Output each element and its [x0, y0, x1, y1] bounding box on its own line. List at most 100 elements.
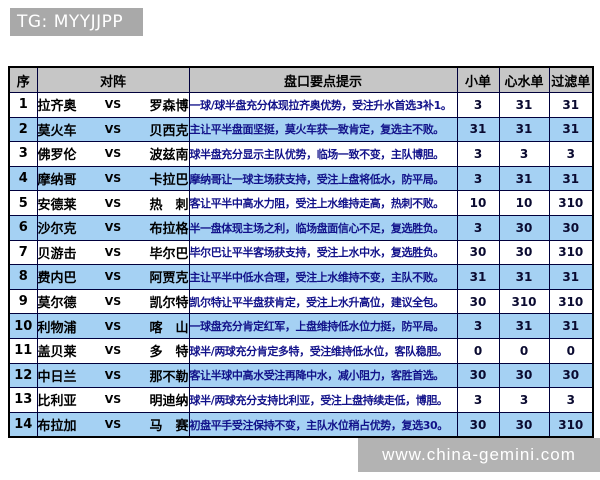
- away-team: 多 特: [149, 345, 189, 361]
- guolvdan-value: 31: [548, 165, 594, 192]
- match-cell: 利物浦 VS 喀 山: [36, 313, 190, 339]
- match-cell: 中日兰 VS 那不勒: [36, 362, 190, 389]
- home-team: 利物浦: [37, 320, 77, 336]
- column-header-index: 序: [8, 66, 38, 93]
- xinshuidan-value: 0: [498, 337, 550, 364]
- away-team: 明迪纳: [149, 394, 189, 410]
- row-number: 5: [8, 190, 38, 216]
- vs-label: VS: [104, 418, 122, 432]
- xinshuidan-value: 30: [498, 411, 550, 438]
- table-row: 12 中日兰 VS 那不勒 客让半球中高水受注再降中水，减小阻力，客胜首选。 30 30 30: [8, 362, 594, 389]
- match-cell: 沙尔克 VS 布拉格: [36, 214, 190, 241]
- guolvdan-value: 3: [548, 141, 594, 167]
- row-number: 3: [8, 141, 38, 167]
- xiaodan-value: 30: [456, 288, 500, 315]
- xiaodan-value: 30: [456, 411, 500, 438]
- xiaodan-value: 0: [456, 337, 500, 364]
- vs-label: VS: [104, 122, 122, 136]
- away-team: 喀 山: [149, 320, 189, 336]
- away-team: 卡拉巴: [149, 173, 189, 189]
- xiaodan-value: 3: [456, 387, 500, 413]
- home-team: 拉齐奥: [37, 99, 77, 115]
- match-cell: 比利亚 VS 明迪纳: [36, 387, 190, 413]
- home-team: 盖贝莱: [37, 345, 77, 361]
- tip-text: 一球/球半盘充分体现拉齐奥优势，受注升水首选3补1。: [188, 92, 458, 118]
- xinshuidan-value: 30: [498, 214, 550, 241]
- away-team: 波兹南: [149, 148, 189, 164]
- row-number: 7: [8, 239, 38, 266]
- row-number: 6: [8, 214, 38, 241]
- xinshuidan-value: 3: [498, 387, 550, 413]
- tip-text: 摩纳哥让一球主场获支持，受注上盘将低水，防平局。: [188, 165, 458, 192]
- vs-label: VS: [104, 147, 122, 161]
- away-team: 那不勒: [149, 369, 189, 385]
- tips-table: 序 对阵 盘口要点提示 小单 心水单 过滤单 1 拉齐奥 VS 罗森博 一球/球半盘充分…: [8, 66, 594, 439]
- column-header-guolvdan: 过滤单: [548, 66, 594, 93]
- xiaodan-value: 3: [456, 141, 500, 167]
- vs-label: VS: [104, 221, 122, 235]
- row-number: 4: [8, 165, 38, 192]
- xinshuidan-value: 31: [498, 92, 550, 118]
- row-number: 10: [8, 313, 38, 339]
- tip-text: 半一盘体现主场之利，临场盘面信心不足，复选胜负。: [188, 214, 458, 241]
- xiaodan-value: 31: [456, 116, 500, 143]
- row-number: 12: [8, 362, 38, 389]
- tip-text: 一球盘充分肯定红军，上盘维持低水位力挺，防平局。: [188, 313, 458, 339]
- row-number: 13: [8, 387, 38, 413]
- home-team: 摩纳哥: [37, 173, 77, 189]
- match-cell: 布拉加 VS 马 赛: [36, 411, 190, 438]
- vs-label: VS: [104, 319, 122, 333]
- table-row: 13 比利亚 VS 明迪纳 球半/两球充分支持比利亚，受注上盘持续走低，博胆。 3 3 3: [8, 387, 594, 413]
- table-header: 序 对阵 盘口要点提示 小单 心水单 过滤单: [8, 66, 594, 93]
- guolvdan-value: 30: [548, 214, 594, 241]
- guolvdan-value: 31: [548, 264, 594, 290]
- tip-text: 客让平半中高水力阻，受注上水维持走高，热刺不败。: [188, 190, 458, 216]
- table-row: 7 贝游击 VS 毕尔巴 毕尔巴让平半客场获支持，受注上水中水，复选胜负。 30 30 310: [8, 239, 594, 266]
- table-row: 5 安德莱 VS 热 刺客让平半中高水力阻，受注上水维持走高，热刺不败。 10 10 310: [8, 190, 594, 216]
- home-team: 安德莱: [37, 197, 77, 213]
- vs-label: VS: [104, 245, 122, 259]
- guolvdan-value: 31: [548, 92, 594, 118]
- tip-text: 毕尔巴让平半客场获支持，受注上水中水，复选胜负。: [188, 239, 458, 266]
- row-number: 11: [8, 337, 38, 364]
- vs-label: VS: [104, 393, 122, 407]
- row-number: 8: [8, 264, 38, 290]
- match-cell: 莫火车 VS 贝西克: [36, 116, 190, 143]
- xiaodan-value: 30: [456, 239, 500, 266]
- row-number: 9: [8, 288, 38, 315]
- away-team: 凯尔特: [149, 296, 189, 312]
- away-team: 马 赛: [149, 419, 189, 435]
- vs-label: VS: [104, 98, 122, 112]
- home-team: 莫火车: [37, 123, 77, 139]
- home-team: 贝游击: [37, 246, 77, 262]
- home-team: 比利亚: [37, 394, 77, 410]
- vs-label: VS: [104, 295, 122, 309]
- site-watermark: www.china-gemini.com: [358, 438, 600, 472]
- match-cell: 摩纳哥 VS 卡拉巴: [36, 165, 190, 192]
- away-team: 罗森博: [149, 99, 189, 115]
- home-team: 莫尔德: [37, 296, 77, 312]
- vs-label: VS: [104, 172, 122, 186]
- table-row: 9 莫尔德 VS 凯尔特 凯尔特让平半盘获肯定，受注上水升高位，建议全包。 30 310 31…: [8, 288, 594, 315]
- xiaodan-value: 10: [456, 190, 500, 216]
- match-cell: 贝游击 VS 毕尔巴: [36, 239, 190, 266]
- home-team: 佛罗伦: [37, 148, 77, 164]
- xiaodan-value: 30: [456, 362, 500, 389]
- guolvdan-value: 310: [548, 411, 594, 438]
- away-team: 热 刺: [149, 197, 189, 213]
- tip-text: 初盘平手受注保持不变，主队水位稍占优势，复选30。: [188, 411, 458, 438]
- xinshuidan-value: 10: [498, 190, 550, 216]
- table-row: 4 摩纳哥 VS 卡拉巴 摩纳哥让一球主场获支持，受注上盘将低水，防平局。 3 31 31: [8, 165, 594, 192]
- xinshuidan-value: 30: [498, 362, 550, 389]
- xiaodan-value: 3: [456, 92, 500, 118]
- column-header-tips: 盘口要点提示: [188, 66, 458, 93]
- tip-text: 主让平半中低水合理，受注上水维持不变，主队不败。: [188, 264, 458, 290]
- guolvdan-value: 31: [548, 313, 594, 339]
- column-header-xinshuidan: 心水单: [498, 66, 550, 93]
- column-header-xiaodan: 小单: [456, 66, 500, 93]
- table-row: 6 沙尔克 VS 布拉格 半一盘体现主场之利，临场盘面信心不足，复选胜负。 3 30 30: [8, 214, 594, 241]
- xinshuidan-value: 30: [498, 239, 550, 266]
- xiaodan-value: 3: [456, 313, 500, 339]
- tip-text: 凯尔特让平半盘获肯定，受注上水升高位，建议全包。: [188, 288, 458, 315]
